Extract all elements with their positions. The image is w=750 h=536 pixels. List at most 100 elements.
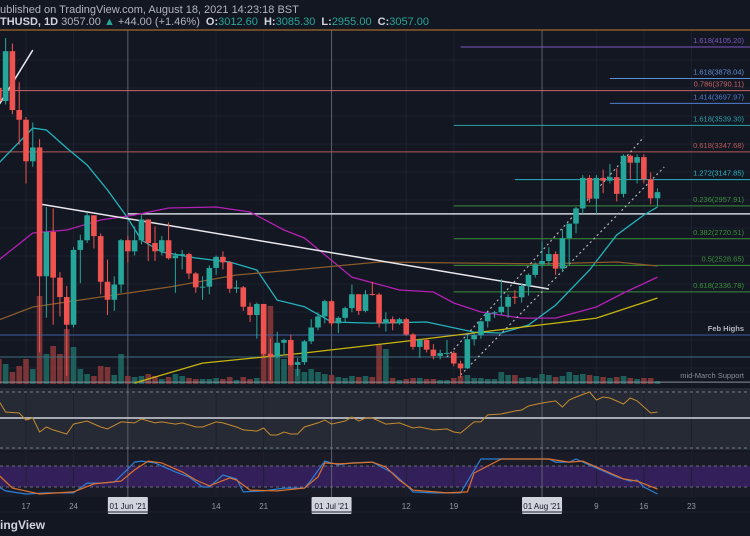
candle: [355, 294, 362, 316]
volume-bar: [518, 378, 525, 384]
volume-bar: [131, 377, 138, 384]
candle-body: [328, 301, 335, 324]
volume-bar: [240, 377, 247, 384]
candle: [2, 38, 9, 105]
candle: [23, 116, 29, 184]
candle: [620, 154, 627, 198]
candle: [383, 312, 389, 332]
candle: [600, 169, 606, 194]
candle-body: [91, 215, 97, 237]
volume-bar: [613, 377, 620, 384]
candle: [647, 172, 654, 205]
descending-trendline: [39, 203, 549, 290]
level-label: 1.618(3878.04): [693, 67, 744, 76]
volume-bar: [274, 344, 281, 384]
x-tick-label: 16: [639, 502, 648, 511]
candle: [328, 299, 335, 327]
candle: [159, 236, 165, 256]
candle-body: [627, 155, 634, 163]
candle: [410, 333, 416, 350]
moving-average-sma200: [134, 297, 658, 384]
rsi-line: [0, 391, 658, 436]
volume-bar: [349, 376, 355, 384]
level-label: 0.618(3347.68): [693, 141, 744, 150]
candle: [505, 294, 511, 318]
candle-body: [396, 319, 403, 324]
volume-bar: [627, 378, 634, 384]
candle-body: [281, 339, 287, 343]
symbol-name[interactable]: THUSD, 1D: [0, 16, 59, 28]
volume-bar: [559, 376, 566, 384]
candle-body: [104, 281, 111, 300]
candle-body: [97, 236, 104, 282]
candle-body: [0, 87, 2, 102]
x-tick-label: 19: [449, 502, 458, 511]
candle: [77, 234, 84, 284]
volume-bar: [600, 377, 606, 384]
volume-bar: [226, 377, 233, 384]
volume-bar: [484, 379, 491, 384]
volume-bar: [213, 378, 219, 384]
candle-body: [586, 177, 593, 199]
candle-body: [138, 219, 145, 241]
published-info: ublished on TradingView.com, August 18, …: [0, 4, 299, 16]
candle: [430, 344, 437, 360]
volume-bar: [376, 344, 382, 384]
candle: [206, 265, 213, 295]
candle-body: [450, 352, 457, 364]
candle-body: [29, 147, 36, 162]
candle: [471, 333, 477, 346]
candle-body: [43, 231, 50, 277]
level-label: 1.618(4105.20): [693, 36, 744, 45]
volume-bar: [84, 374, 90, 384]
candle-body: [321, 301, 328, 317]
volume-bar: [111, 375, 118, 384]
candle: [226, 261, 233, 293]
candle-body: [573, 208, 579, 224]
volume-bar: [77, 369, 84, 384]
candle-body: [376, 294, 382, 324]
candle-body: [410, 334, 416, 347]
candle-body: [57, 277, 63, 298]
volume-bar: [294, 369, 301, 384]
candle-body: [301, 341, 308, 363]
candle-body: [111, 284, 118, 300]
candle: [417, 338, 423, 358]
level-label: mid-March Support: [680, 371, 745, 380]
candle: [220, 251, 226, 270]
volume-bar: [138, 376, 145, 384]
x-tick-label: 01 Jul '21: [315, 502, 350, 511]
volume-bar: [532, 378, 539, 384]
candle: [281, 338, 287, 356]
candle-body: [294, 362, 301, 365]
candle: [308, 319, 314, 345]
candle: [9, 43, 16, 115]
candle: [57, 272, 63, 317]
candle-body: [159, 240, 165, 252]
candle: [70, 247, 77, 328]
candle-body: [342, 308, 348, 318]
open-label: O:: [205, 16, 219, 28]
candle-body: [532, 264, 539, 275]
candle-body: [478, 321, 484, 336]
volume-bar: [369, 377, 376, 384]
candle: [573, 207, 579, 234]
candle: [131, 226, 138, 256]
candle: [389, 316, 396, 331]
candle-body: [403, 319, 410, 335]
candle: [546, 247, 552, 266]
volume-bar: [552, 377, 559, 384]
volume-bar: [192, 379, 199, 384]
volume-bar: [91, 376, 97, 384]
candle-body: [647, 179, 654, 199]
volume-bar: [97, 366, 104, 384]
candle-body: [349, 294, 355, 309]
volume-bar: [247, 379, 253, 384]
candle-body: [199, 286, 206, 288]
candle-body: [437, 353, 443, 356]
tradingview-logo[interactable]: ingView: [0, 518, 46, 532]
candle: [369, 281, 376, 296]
volume-bar: [335, 377, 342, 384]
volume-bar: [104, 367, 111, 384]
